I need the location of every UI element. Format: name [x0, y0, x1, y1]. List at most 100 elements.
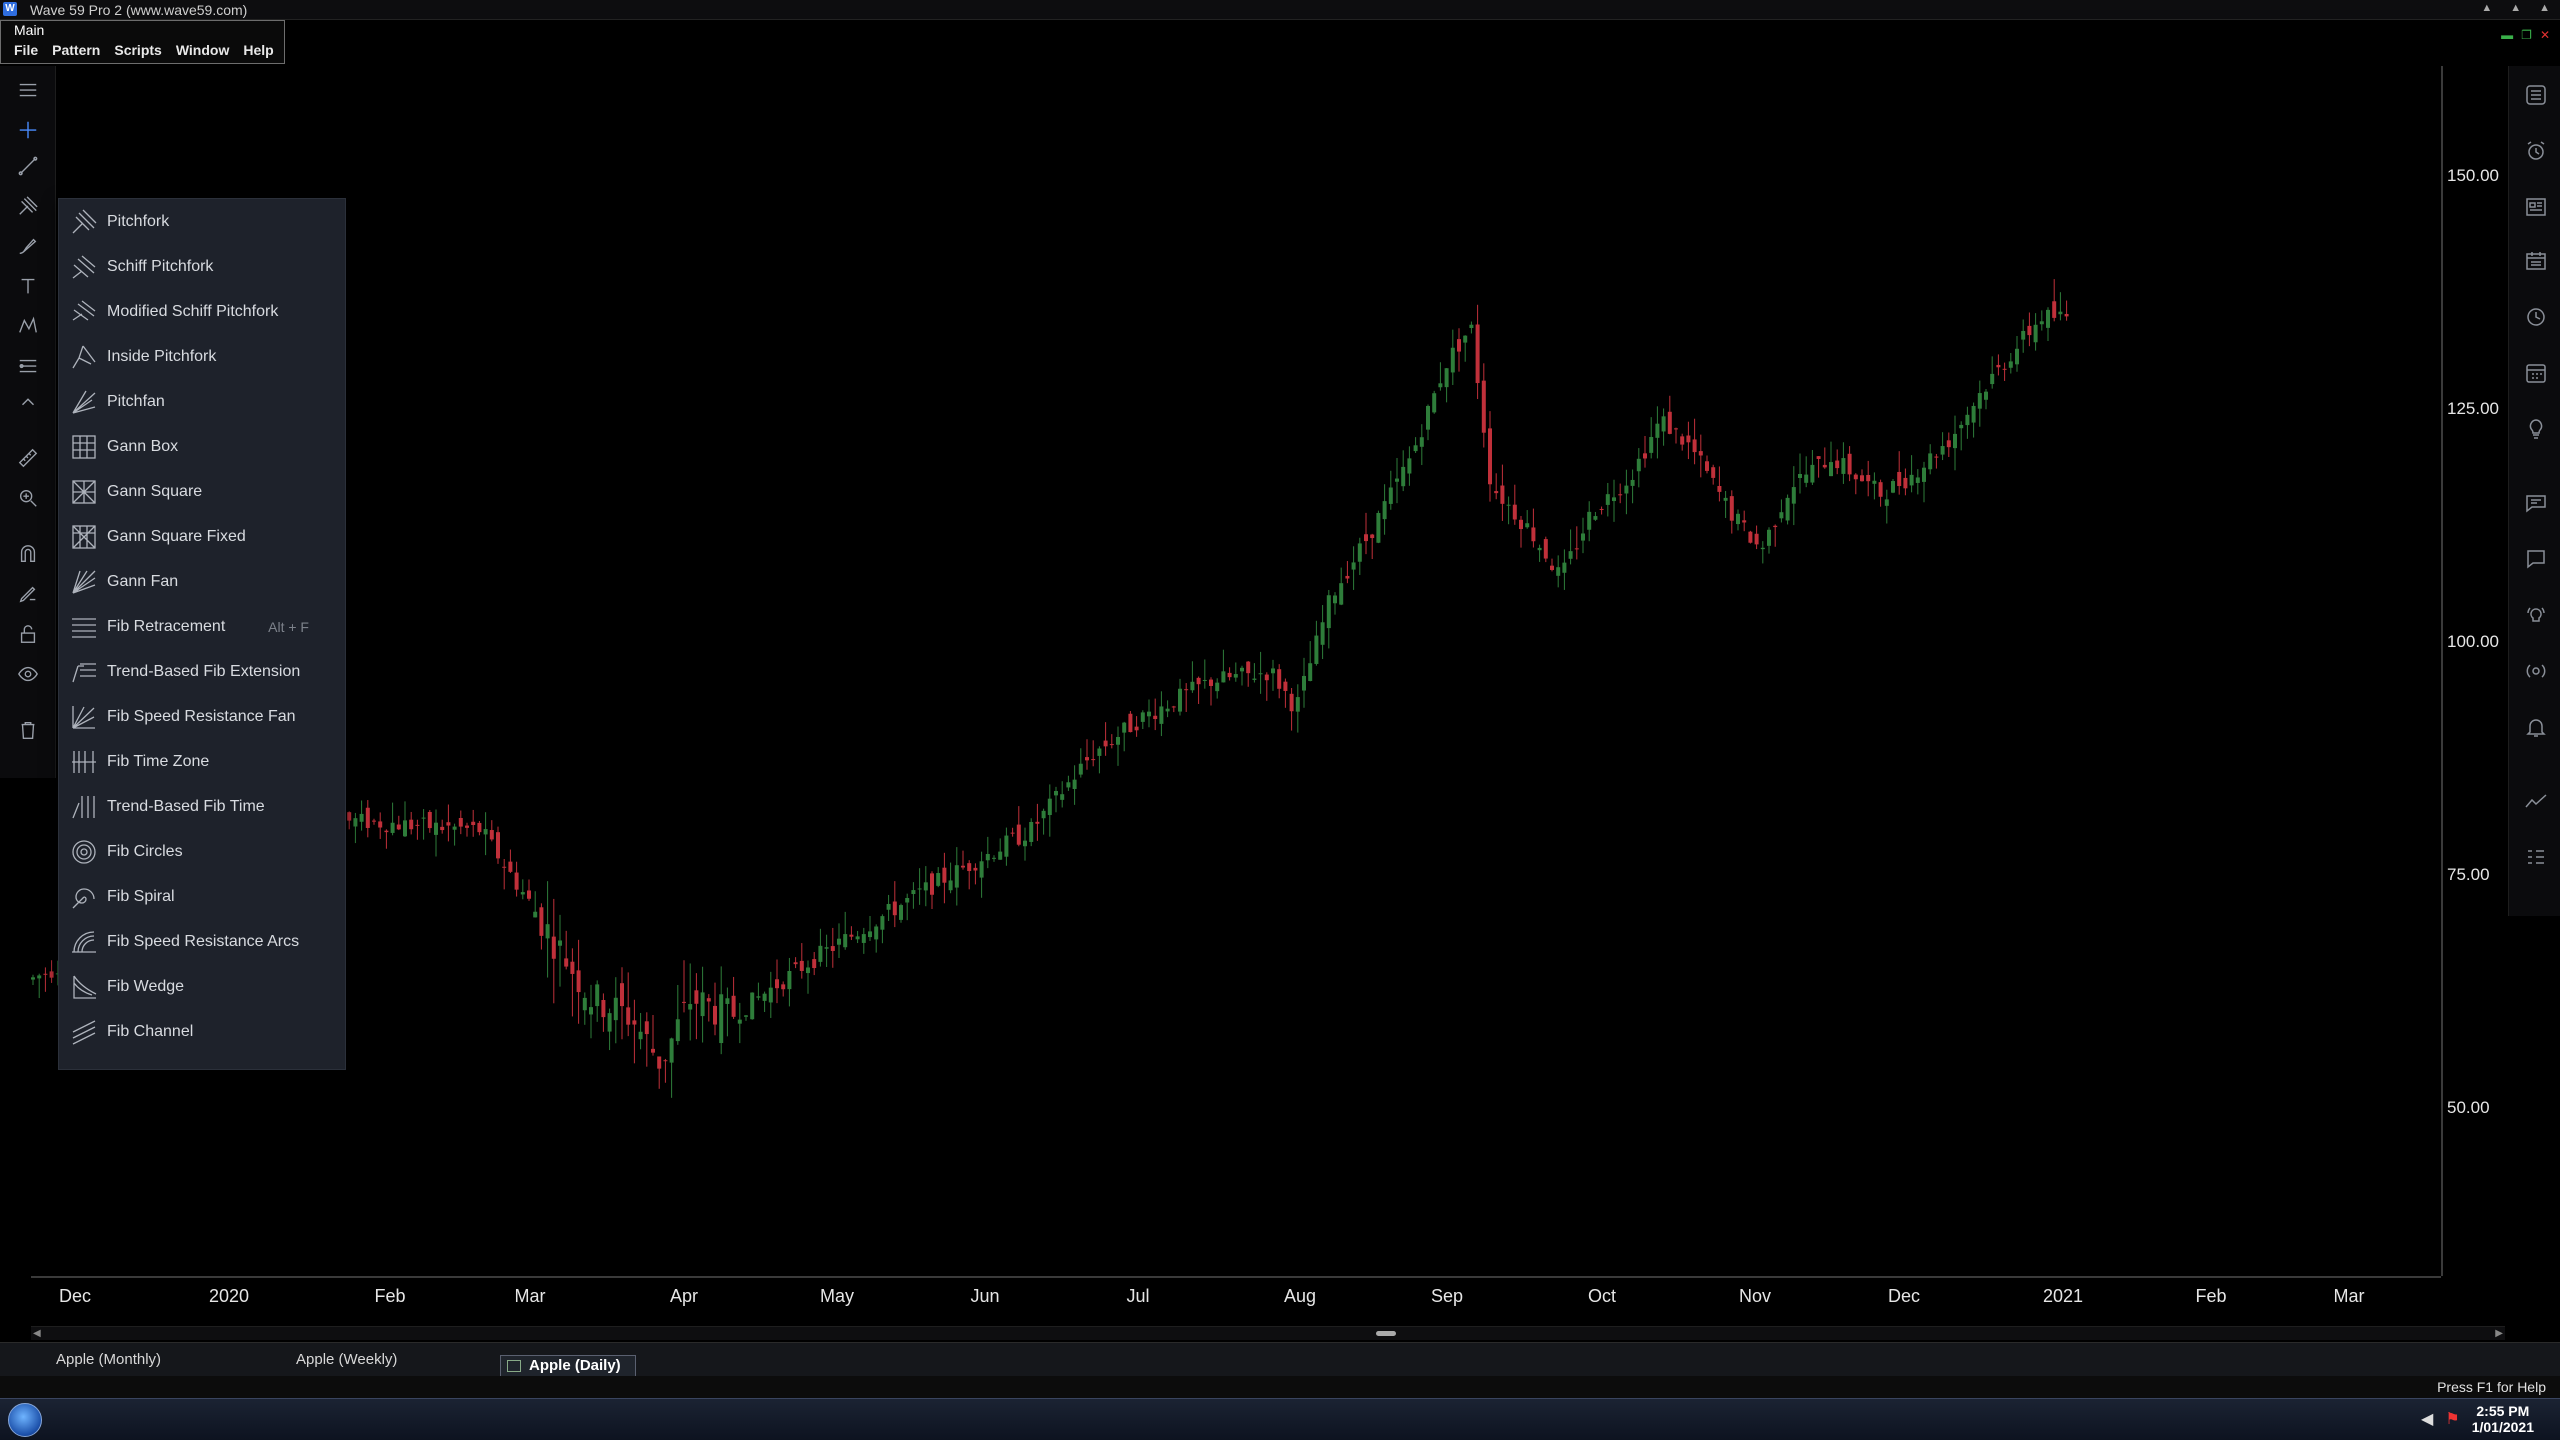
- menu-item-fib-speed-fan[interactable]: Fib Speed Resistance Fan: [59, 694, 345, 739]
- trend-fib-extension-icon: [69, 657, 99, 687]
- tab-apple-daily[interactable]: Apple (Daily): [500, 1355, 636, 1377]
- horizontal-scrollbar[interactable]: ◀ ▶: [31, 1326, 2505, 1340]
- alarm-clock-icon[interactable]: [2521, 136, 2551, 166]
- menu-item-trend-fib-time[interactable]: Trend-Based Fib Time: [59, 784, 345, 829]
- menu-item-fib-circles[interactable]: Fib Circles: [59, 829, 345, 874]
- menu-item-fib-retracement[interactable]: Fib Retracement Alt + F: [59, 604, 345, 649]
- menu-item-fib-wedge[interactable]: Fib Wedge: [59, 964, 345, 1009]
- candle-body: [2008, 361, 2013, 368]
- candle-body: [1401, 466, 1406, 487]
- pattern-tool-icon[interactable]: [14, 312, 42, 340]
- menu-item-gann-square-fixed[interactable]: Gann Square Fixed: [59, 514, 345, 559]
- price-chart[interactable]: [31, 66, 2441, 1276]
- start-button[interactable]: [8, 1403, 42, 1437]
- fib-circles-icon: [69, 837, 99, 867]
- text-tool-icon[interactable]: [14, 272, 42, 300]
- collapse-icon[interactable]: [14, 388, 42, 416]
- bell-icon[interactable]: [2521, 712, 2551, 742]
- candle-body: [1680, 436, 1685, 445]
- menu-window[interactable]: Window: [175, 42, 230, 58]
- menu-bar: File Pattern Scripts Window Help: [14, 42, 288, 58]
- measure-lines-icon[interactable]: [14, 352, 42, 380]
- ruler-icon[interactable]: [14, 444, 42, 472]
- idea-broadcast-icon[interactable]: [2521, 600, 2551, 630]
- menu-item-schiff-pitchfork[interactable]: Schiff Pitchfork: [59, 244, 345, 289]
- news-icon[interactable]: [2521, 192, 2551, 222]
- menu-item-fib-speed-arcs[interactable]: Fib Speed Resistance Arcs: [59, 919, 345, 964]
- data-window-icon[interactable]: [2521, 842, 2551, 872]
- menu-help[interactable]: Help: [243, 42, 274, 58]
- hamburger-menu-icon[interactable]: [14, 76, 42, 104]
- mdi-restore-icon[interactable]: ❐: [2521, 28, 2532, 42]
- flag-icon[interactable]: ⚑: [2445, 1411, 2460, 1428]
- candle-body: [353, 818, 358, 827]
- pitchfork-tool-icon[interactable]: [14, 192, 42, 220]
- scroll-right-icon[interactable]: ▶: [2495, 1328, 2503, 1339]
- menu-pattern[interactable]: Pattern: [52, 42, 101, 58]
- crosshair-icon[interactable]: [14, 116, 42, 144]
- scroll-left-icon[interactable]: ◀: [33, 1328, 41, 1339]
- message-icon[interactable]: [2521, 544, 2551, 574]
- time-axis[interactable]: Dec 2020 Feb Mar Apr May Jun Jul Aug Sep…: [31, 1276, 2441, 1316]
- clock-icon[interactable]: [2521, 302, 2551, 332]
- menu-item-gann-box[interactable]: Gann Box: [59, 424, 345, 469]
- candle-body: [2015, 348, 2019, 365]
- menu-item-gann-square[interactable]: Gann Square: [59, 469, 345, 514]
- menu-file[interactable]: File: [14, 42, 39, 58]
- menu-item-trend-fib-extension[interactable]: Trend-Based Fib Extension: [59, 649, 345, 694]
- mdi-minimize-icon[interactable]: ▬: [2501, 28, 2514, 42]
- pencil-lock-icon[interactable]: [14, 580, 42, 608]
- trend-chart-icon[interactable]: [2521, 786, 2551, 816]
- right-toolbar: [2508, 66, 2560, 916]
- menu-item-fib-time-zone[interactable]: Fib Time Zone: [59, 739, 345, 784]
- trash-icon[interactable]: [14, 716, 42, 744]
- status-help-text: Press F1 for Help: [2437, 1379, 2546, 1395]
- magnet-icon[interactable]: [14, 540, 42, 568]
- menu-item-fib-spiral[interactable]: Fib Spiral: [59, 874, 345, 919]
- price-axis[interactable]: 150.00 125.00 100.00 75.00 50.00: [2441, 66, 2505, 1276]
- menu-item-pitchfork[interactable]: Pitchfork: [59, 199, 345, 244]
- calendar-list-icon[interactable]: [2521, 246, 2551, 276]
- menu-item-inside-pitchfork[interactable]: Inside Pitchfork: [59, 334, 345, 379]
- menu-item-modified-schiff-pitchfork[interactable]: Modified Schiff Pitchfork: [59, 289, 345, 334]
- candle-body: [359, 813, 364, 822]
- fib-speed-arcs-icon: [69, 927, 99, 957]
- menu-item-pitchfan[interactable]: Pitchfan: [59, 379, 345, 424]
- eye-icon[interactable]: [14, 660, 42, 688]
- maximize-icon[interactable]: ▲: [2510, 2, 2522, 14]
- menu-item-label: Pitchfan: [107, 392, 165, 410]
- lightbulb-icon[interactable]: [2521, 414, 2551, 444]
- stream-icon[interactable]: [2521, 656, 2551, 686]
- candle-body: [1264, 674, 1269, 681]
- candle-body: [1072, 779, 1077, 789]
- candle-body: [1233, 674, 1238, 678]
- watchlist-icon[interactable]: [2521, 80, 2551, 110]
- tab-apple-monthly[interactable]: Apple (Monthly): [56, 1351, 162, 1368]
- chat-icon[interactable]: [2521, 488, 2551, 518]
- calendar-icon[interactable]: [2521, 358, 2551, 388]
- trend-line-icon[interactable]: [14, 152, 42, 180]
- lock-icon[interactable]: [14, 620, 42, 648]
- candle-body: [434, 822, 438, 835]
- candle-body: [2027, 325, 2032, 336]
- candle-body: [1041, 810, 1046, 819]
- clock[interactable]: 2:55 PM 1/01/2021: [2472, 1403, 2534, 1435]
- menu-item-label: Fib Channel: [107, 1022, 194, 1040]
- scrollbar-thumb[interactable]: [1376, 1331, 1396, 1336]
- mdi-close-icon[interactable]: ✕: [2539, 28, 2550, 42]
- tab-apple-weekly[interactable]: Apple (Weekly): [296, 1351, 398, 1368]
- candle-body: [1147, 711, 1151, 717]
- time-label: Aug: [1283, 1286, 1317, 1306]
- fib-wedge-icon: [69, 972, 99, 1002]
- zoom-icon[interactable]: [14, 484, 42, 512]
- minimize-icon[interactable]: ▲: [2481, 2, 2493, 14]
- volume-icon[interactable]: ◀: [2421, 1411, 2434, 1428]
- candle-body: [415, 824, 420, 826]
- candle-body: [1314, 635, 1319, 664]
- brush-icon[interactable]: [14, 232, 42, 260]
- menu-item-fib-channel[interactable]: Fib Channel: [59, 1009, 345, 1054]
- close-icon[interactable]: ▲: [2539, 2, 2550, 14]
- price-label: 75.00: [2447, 865, 2490, 884]
- menu-item-gann-fan[interactable]: Gann Fan: [59, 559, 345, 604]
- menu-scripts[interactable]: Scripts: [114, 42, 162, 58]
